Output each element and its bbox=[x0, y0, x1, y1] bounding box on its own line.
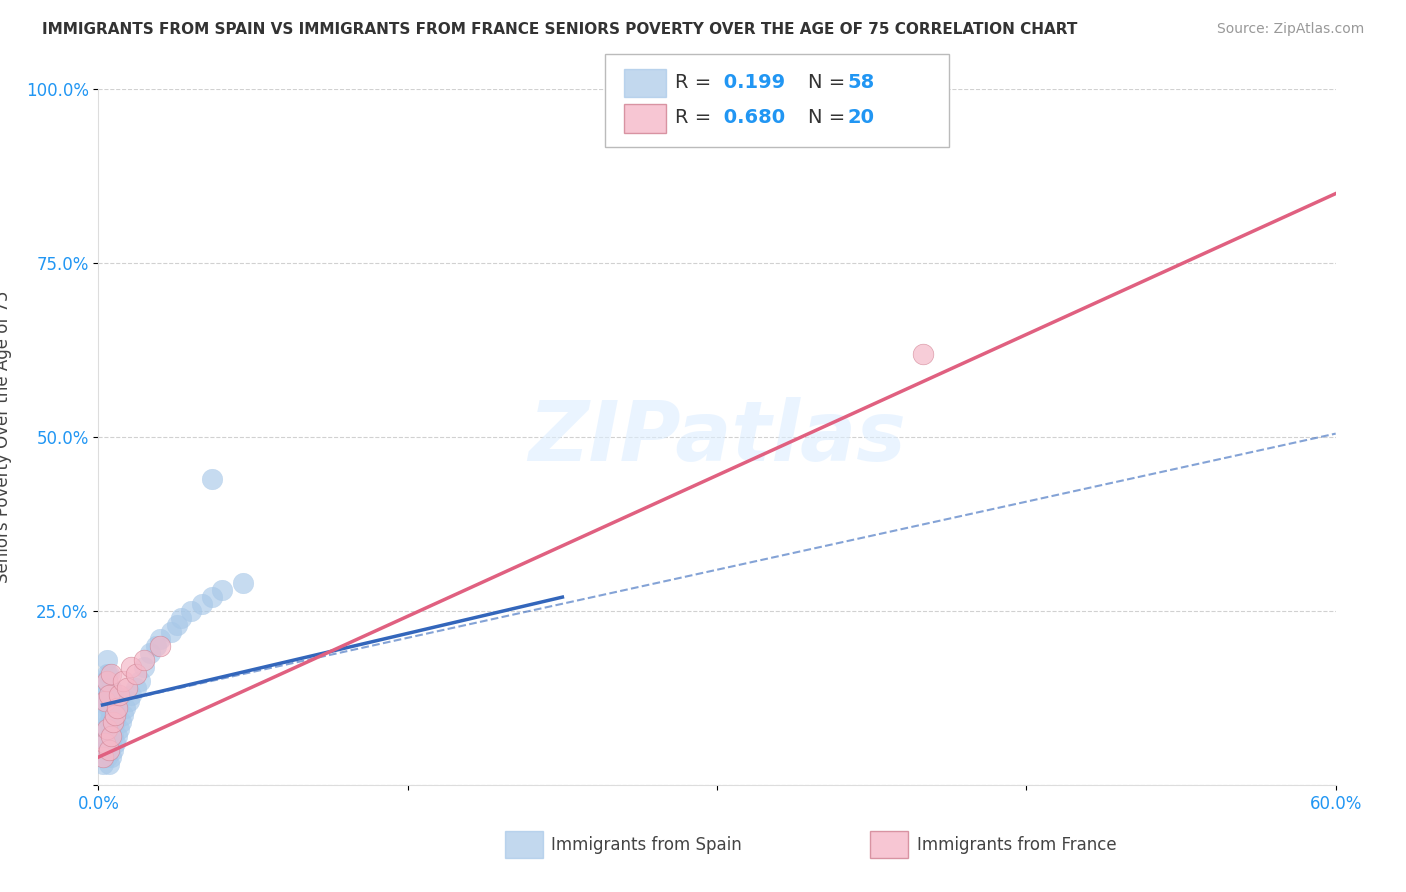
Point bbox=[93, 681, 115, 695]
Point bbox=[104, 736, 127, 750]
Point bbox=[912, 346, 935, 360]
Point bbox=[170, 611, 193, 625]
Point bbox=[93, 736, 115, 750]
Point bbox=[100, 729, 122, 743]
Text: ZIPatlas: ZIPatlas bbox=[529, 397, 905, 477]
Point bbox=[93, 723, 115, 737]
Point bbox=[159, 624, 181, 639]
Point bbox=[97, 715, 120, 730]
Point bbox=[166, 618, 188, 632]
Point bbox=[120, 688, 142, 702]
Point bbox=[101, 743, 124, 757]
Point bbox=[93, 688, 115, 702]
Point bbox=[104, 708, 127, 723]
Point bbox=[93, 743, 115, 757]
Point bbox=[201, 590, 224, 604]
Point bbox=[132, 653, 155, 667]
Point bbox=[97, 688, 120, 702]
Point bbox=[149, 632, 172, 646]
Point bbox=[97, 666, 120, 681]
Point bbox=[93, 708, 115, 723]
Point bbox=[96, 723, 118, 737]
Point bbox=[112, 708, 135, 723]
Text: 0.199: 0.199 bbox=[717, 72, 785, 92]
Point bbox=[97, 757, 120, 772]
Point bbox=[97, 701, 120, 715]
Point bbox=[201, 472, 224, 486]
Point bbox=[93, 673, 115, 688]
Point bbox=[91, 750, 114, 764]
Text: Immigrants from Spain: Immigrants from Spain bbox=[551, 836, 742, 854]
Point bbox=[100, 723, 122, 737]
Text: 58: 58 bbox=[848, 72, 875, 92]
Point bbox=[124, 681, 146, 695]
Point bbox=[105, 701, 128, 715]
Text: N =: N = bbox=[808, 108, 852, 128]
Point bbox=[100, 750, 122, 764]
Point bbox=[96, 723, 118, 737]
Text: 0.680: 0.680 bbox=[717, 108, 785, 128]
Text: Source: ZipAtlas.com: Source: ZipAtlas.com bbox=[1216, 22, 1364, 37]
Text: R =: R = bbox=[675, 72, 717, 92]
Point bbox=[93, 736, 115, 750]
Text: Immigrants from France: Immigrants from France bbox=[917, 836, 1116, 854]
Point bbox=[96, 708, 118, 723]
Text: N =: N = bbox=[808, 72, 852, 92]
Point bbox=[128, 673, 150, 688]
Point bbox=[101, 688, 124, 702]
Text: R =: R = bbox=[675, 108, 717, 128]
Point bbox=[180, 604, 202, 618]
Point bbox=[232, 576, 254, 591]
Point bbox=[97, 688, 120, 702]
Point bbox=[114, 701, 136, 715]
Point bbox=[108, 694, 131, 708]
Point bbox=[104, 688, 127, 702]
Point bbox=[112, 673, 135, 688]
Point bbox=[108, 723, 131, 737]
Point bbox=[190, 597, 212, 611]
Y-axis label: Seniors Poverty Over the Age of 75: Seniors Poverty Over the Age of 75 bbox=[0, 291, 11, 583]
Point bbox=[149, 639, 172, 653]
Point bbox=[118, 694, 141, 708]
Point bbox=[96, 750, 118, 764]
Point bbox=[97, 743, 120, 757]
Point bbox=[117, 681, 139, 695]
Point bbox=[100, 681, 122, 695]
Point bbox=[211, 583, 233, 598]
Point bbox=[108, 688, 131, 702]
Point bbox=[101, 715, 124, 730]
Point bbox=[100, 736, 122, 750]
Point bbox=[97, 743, 120, 757]
Point bbox=[110, 715, 132, 730]
Point bbox=[104, 715, 127, 730]
Point bbox=[132, 659, 155, 673]
Point bbox=[96, 666, 118, 681]
Point bbox=[96, 673, 118, 688]
Point bbox=[93, 694, 115, 708]
Point bbox=[100, 708, 122, 723]
Point bbox=[105, 701, 128, 715]
Point bbox=[96, 653, 118, 667]
Point bbox=[96, 736, 118, 750]
Point bbox=[100, 666, 122, 681]
Point bbox=[97, 729, 120, 743]
Point bbox=[101, 729, 124, 743]
Point bbox=[124, 666, 146, 681]
Point bbox=[101, 715, 124, 730]
Point bbox=[93, 694, 115, 708]
Text: IMMIGRANTS FROM SPAIN VS IMMIGRANTS FROM FRANCE SENIORS POVERTY OVER THE AGE OF : IMMIGRANTS FROM SPAIN VS IMMIGRANTS FROM… bbox=[42, 22, 1077, 37]
Text: 20: 20 bbox=[848, 108, 875, 128]
Point bbox=[105, 729, 128, 743]
Point bbox=[145, 639, 167, 653]
Point bbox=[96, 694, 118, 708]
Point bbox=[139, 646, 162, 660]
Point bbox=[120, 659, 142, 673]
Point bbox=[91, 757, 114, 772]
